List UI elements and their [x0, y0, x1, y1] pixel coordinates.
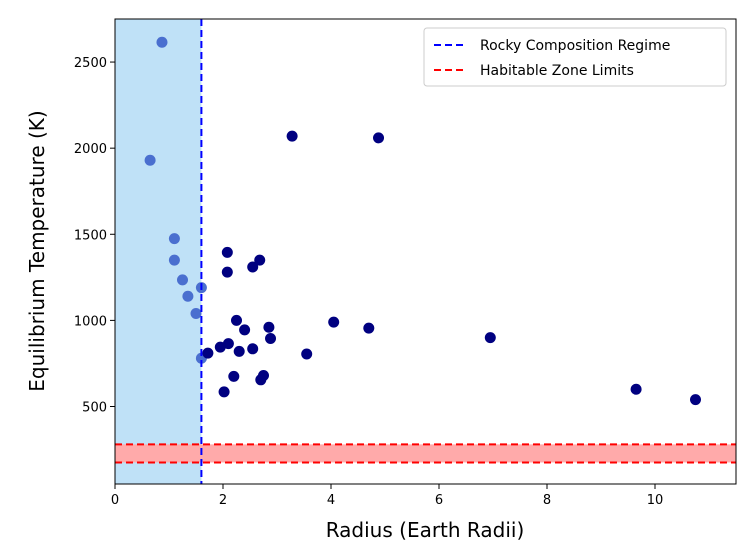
data-point: [265, 332, 277, 344]
data-point: [258, 370, 269, 381]
data-point: [254, 254, 266, 266]
x-tick-label: 8: [543, 493, 551, 508]
rocky-region-fill: [115, 19, 202, 484]
y-tick-label: 1000: [74, 314, 107, 329]
x-axis-title: Radius (Earth Radii): [326, 518, 525, 542]
data-point: [182, 290, 194, 302]
x-tick-label: 10: [647, 493, 664, 508]
data-point: [484, 332, 496, 344]
plot-frame: [114, 18, 737, 485]
tick-layer: 0 2 4 6 8 10 500 1000 1500 2000 2500: [74, 56, 663, 508]
data-point: [231, 314, 242, 326]
x-tick-label: 6: [435, 493, 443, 508]
legend-label: Habitable Zone Limits: [480, 63, 634, 79]
data-point: [263, 321, 275, 333]
data-points-layer: [115, 19, 736, 484]
data-point: [328, 316, 340, 328]
legend-box: [423, 27, 727, 87]
data-point: [168, 233, 180, 245]
y-tick-label: 500: [82, 401, 107, 416]
x-tick-label: 2: [219, 493, 227, 508]
data-point: [228, 370, 240, 382]
legend: Rocky Composition Regime Habitable Zone L…: [423, 27, 727, 87]
data-point: [373, 132, 385, 144]
data-point: [144, 154, 156, 166]
habitable-zone-band: [115, 444, 736, 463]
plot-background-layer: [115, 19, 736, 484]
data-point: [247, 343, 259, 355]
x-tick-label: 4: [327, 493, 335, 508]
data-point: [221, 266, 233, 278]
data-point: [218, 386, 230, 398]
data-point: [221, 246, 233, 258]
legend-label: Rocky Composition Regime: [480, 38, 670, 54]
data-point: [202, 347, 214, 359]
y-tick-label: 2500: [74, 56, 107, 71]
y-axis-title: Equilibrium Temperature (K): [25, 110, 49, 391]
data-point: [222, 338, 234, 350]
data-point: [690, 394, 701, 406]
x-tick-label: 0: [111, 493, 119, 508]
plot-frame-layer: [114, 18, 737, 485]
y-tick-label: 2000: [74, 142, 107, 157]
data-point: [239, 324, 251, 336]
data-point: [630, 383, 642, 395]
data-point: [286, 130, 298, 142]
data-point: [177, 274, 188, 286]
data-point: [190, 308, 202, 319]
data-point: [168, 254, 180, 266]
data-point: [247, 261, 259, 273]
data-point: [363, 322, 375, 334]
y-tick-label: 1500: [74, 228, 107, 243]
data-point: [233, 345, 245, 357]
data-point: [301, 348, 313, 360]
data-point: [156, 36, 168, 48]
